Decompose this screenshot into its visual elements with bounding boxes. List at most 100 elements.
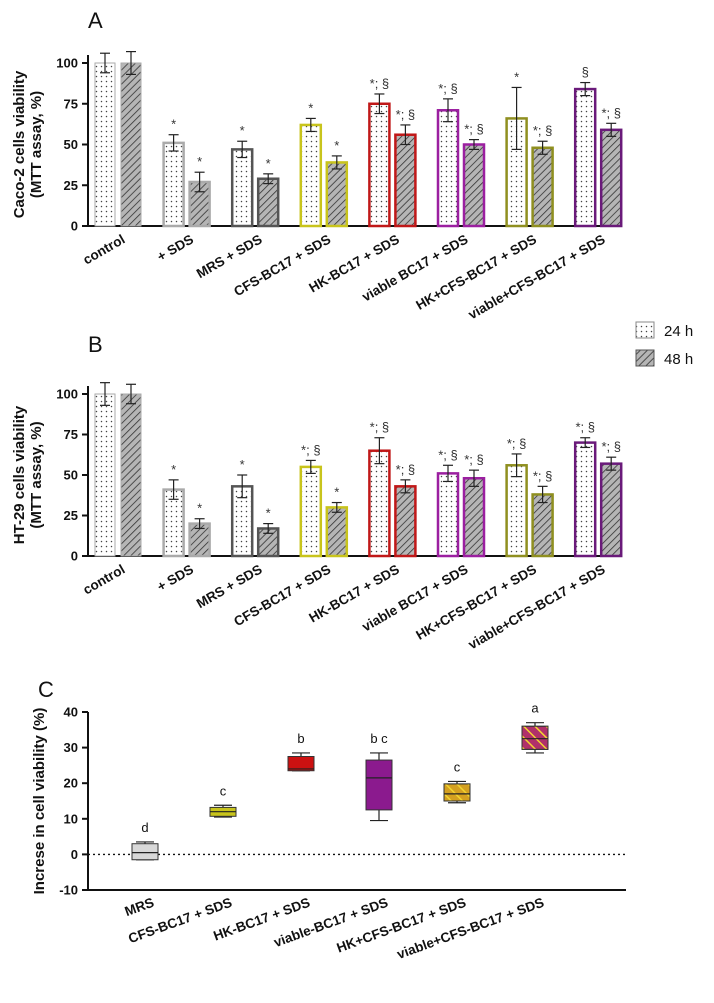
bar-24h (436, 109, 460, 228)
bar-48h (120, 62, 142, 227)
legend-swatch-48h (635, 349, 655, 367)
bar-48h (599, 128, 623, 228)
y-tick-label: 75 (64, 427, 78, 442)
bar-48h (120, 393, 142, 557)
bar-48h (394, 485, 417, 558)
x-category-label: control (80, 232, 127, 268)
bar-24h (573, 441, 597, 558)
significance-label: * (240, 457, 245, 472)
significance-label: *; § (507, 436, 527, 451)
significance-label: *; § (601, 105, 621, 120)
y-tick-label: 75 (64, 96, 78, 111)
bar-24h (299, 465, 323, 558)
panel-letter-c: C (38, 677, 54, 702)
group-letter: c (220, 783, 227, 798)
x-category-label: + SDS (154, 232, 196, 265)
significance-label: *; § (370, 76, 390, 91)
y-tick-label: 100 (56, 387, 78, 402)
significance-label: * (266, 506, 271, 521)
significance-label: * (197, 154, 202, 169)
y-tick-label: 0 (71, 847, 78, 862)
panel-letter-b: B (88, 332, 103, 357)
bar-24h (505, 464, 528, 558)
significance-label: *; § (438, 447, 458, 462)
box-hatch (443, 783, 471, 802)
bar-48h (531, 493, 554, 558)
y-tick-label: 100 (56, 56, 78, 71)
group-letter: b (297, 731, 304, 746)
bar-24h (299, 123, 323, 228)
x-category-label: HK+CFS-BC17 + SDS (413, 562, 539, 643)
box-hatch (521, 725, 549, 750)
significance-label: § (582, 65, 589, 80)
significance-label: * (171, 462, 176, 477)
x-category-label: control (80, 562, 127, 598)
x-category-label: viable+CFS-BC17 + SDS (395, 895, 546, 962)
significance-label: * (334, 485, 339, 500)
panel-b-chart: 0 25 50 75 100 HT-29 cells viability (MTT assa… (11, 382, 623, 652)
bar-48h (325, 506, 349, 558)
panel-letter-a: A (88, 8, 103, 33)
bar-48h (462, 476, 486, 558)
bar-24h (94, 393, 116, 557)
bar-48h (394, 133, 417, 228)
significance-label: *; § (396, 462, 416, 477)
bar-24h (573, 87, 597, 228)
y-tick-label: 50 (64, 137, 78, 152)
bar-48h (325, 161, 349, 228)
y-axis-label: HT-29 cells viability (11, 405, 28, 544)
legend-swatch-24h (635, 321, 655, 339)
significance-label: *; § (575, 420, 595, 435)
bar-24h (230, 148, 254, 228)
bar-48h (599, 462, 623, 558)
significance-label: *; § (301, 442, 321, 457)
significance-label: * (308, 100, 313, 115)
y-axis-label: (MTT assay, %) (28, 421, 45, 528)
significance-label: *; § (533, 468, 553, 483)
significance-label: *; § (396, 107, 416, 122)
box (131, 843, 159, 861)
bar-24h (162, 141, 185, 228)
significance-label: *; § (601, 439, 621, 454)
x-category-label: + SDS (154, 562, 196, 595)
significance-label: * (197, 501, 202, 516)
y-axis-label: Caco-2 cells viability (11, 70, 28, 218)
significance-label: *; § (533, 123, 553, 138)
box (365, 759, 393, 811)
y-tick-label: 10 (64, 811, 78, 826)
bar-48h (531, 146, 554, 228)
y-tick-label: 25 (64, 508, 78, 523)
group-letter: c (454, 759, 461, 774)
y-tick-label: 30 (64, 740, 78, 755)
significance-label: * (334, 138, 339, 153)
y-tick-label: 20 (64, 776, 78, 791)
y-tick-label: -10 (59, 883, 78, 898)
panel-c-chart: -10 0 10 20 30 40 Increse in cell viability (%… (31, 701, 626, 962)
significance-label: *; § (438, 81, 458, 96)
significance-label: *; § (464, 122, 484, 137)
y-tick-label: 0 (71, 219, 78, 234)
x-category-label: MRS (123, 895, 156, 919)
y-axis-label: Increse in cell viability (%) (31, 708, 48, 895)
significance-label: * (240, 123, 245, 138)
significance-label: * (514, 69, 519, 84)
significance-label: * (266, 156, 271, 171)
x-category-label: HK+CFS-BC17 + SDS (413, 232, 539, 313)
legend-label-48h: 48 h (664, 351, 693, 368)
bar-48h (256, 177, 280, 228)
legend-label-24h: 24 h (664, 323, 693, 340)
y-tick-label: 0 (71, 549, 78, 564)
significance-label: *; § (464, 452, 484, 467)
group-letter: b c (370, 731, 388, 746)
bar-48h (462, 143, 486, 228)
y-tick-label: 50 (64, 468, 78, 483)
bar-24h (368, 102, 391, 228)
bar-24h (94, 62, 116, 227)
y-tick-label: 40 (64, 705, 78, 720)
bar-24h (368, 449, 391, 558)
significance-label: *; § (370, 420, 390, 435)
legend: 24 h 48 h (635, 321, 693, 368)
y-tick-label: 25 (64, 178, 78, 193)
box (287, 756, 315, 772)
